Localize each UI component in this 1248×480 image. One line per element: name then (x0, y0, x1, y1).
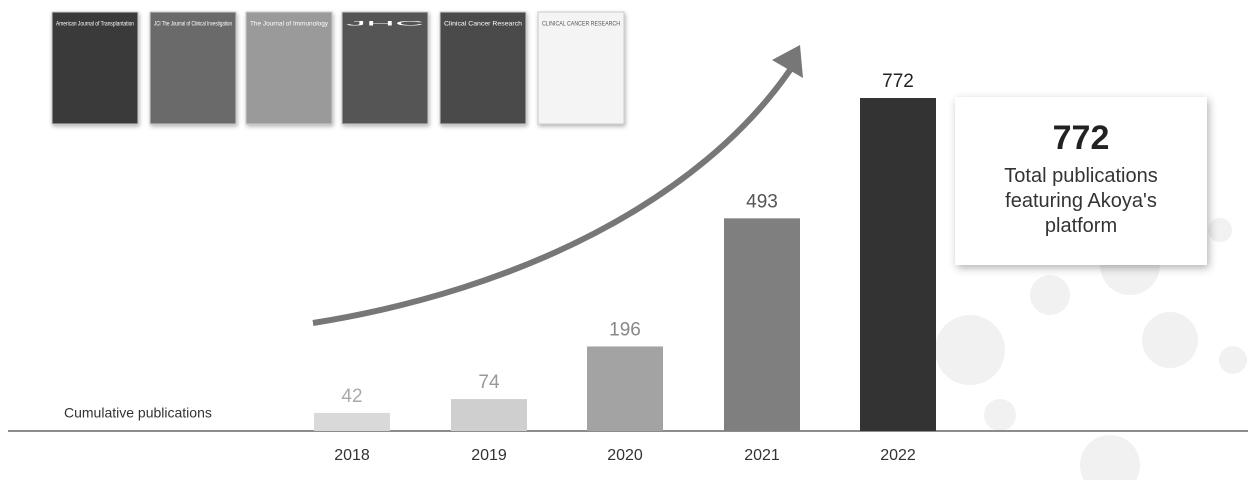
journal-cover (537, 11, 625, 125)
cover-title: The Journal of Immunology (250, 22, 328, 28)
x-tick-label: 2020 (607, 447, 643, 464)
bar (587, 346, 663, 431)
journal-cover (245, 11, 333, 125)
x-tick-label: 2019 (471, 447, 507, 464)
y-label: Cumulative publications (64, 405, 212, 421)
x-tick-label: 2018 (334, 447, 370, 464)
cover-title: JCI The Journal of Clinical Investigatio… (154, 22, 232, 28)
callout-text: Total publications featuring Akoya's pla… (1004, 165, 1158, 237)
cover-title: Clinical Cancer Research (444, 22, 522, 28)
value-label: 493 (746, 191, 778, 212)
bar (451, 399, 527, 431)
callout: 772 Total publications featuring Akoya's… (955, 97, 1207, 265)
journal-cover (51, 11, 139, 125)
cover-title: JHC (346, 22, 428, 28)
bar (724, 218, 800, 431)
bar (860, 98, 936, 431)
value-label: 196 (609, 319, 641, 340)
growth-arrow (312, 68, 793, 326)
value-label: 42 (341, 386, 362, 407)
cover-title: CLINICAL CANCER RESEARCH (542, 22, 620, 28)
x-tick-label: 2022 (880, 447, 916, 464)
journal-cover (341, 11, 429, 125)
x-tick-label: 2021 (744, 447, 780, 464)
callout-value: 772 (1052, 119, 1110, 157)
bar (314, 412, 390, 431)
value-label: 772 (882, 71, 914, 92)
journal-cover (439, 11, 527, 125)
value-label: 74 (478, 372, 500, 393)
decor-circles (935, 218, 1247, 480)
journal-cover (149, 11, 237, 125)
cover-title: American Journal of Transplantation (56, 22, 134, 28)
arrow-head (772, 45, 803, 78)
